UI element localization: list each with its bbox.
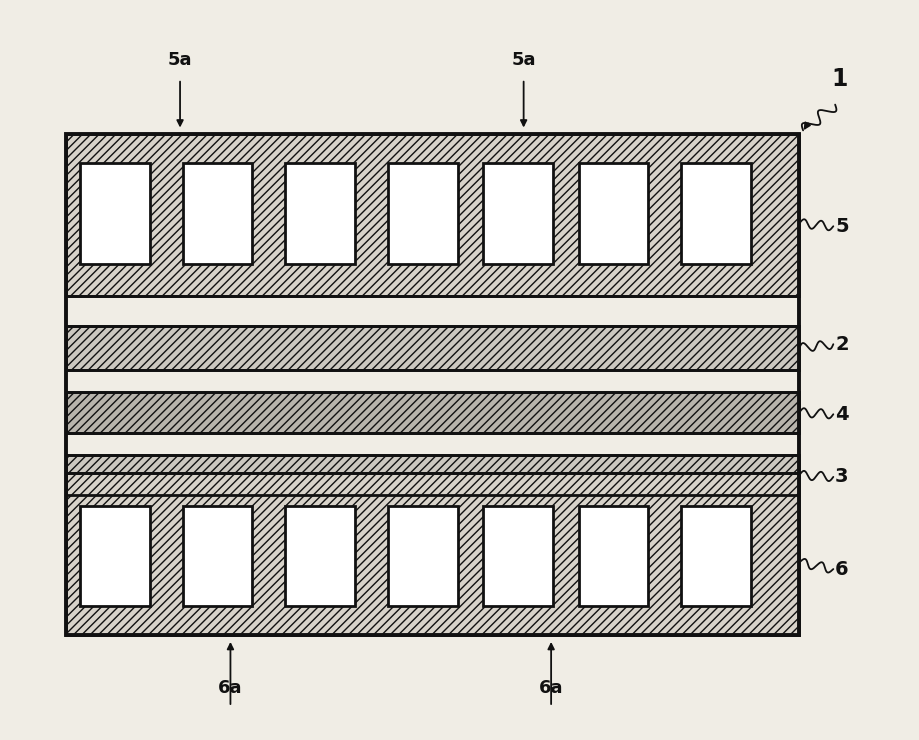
Text: 6a: 6a [218, 679, 243, 698]
Bar [286, 164, 355, 264]
Bar [483, 505, 553, 606]
Text: 2: 2 [835, 334, 849, 354]
Bar [681, 505, 751, 606]
Bar [286, 505, 355, 606]
Text: 6: 6 [835, 559, 849, 579]
Bar [80, 164, 150, 264]
Text: 5a: 5a [511, 51, 536, 70]
Bar [483, 164, 553, 264]
Text: 1: 1 [832, 67, 848, 91]
Bar [65, 473, 799, 636]
Bar [183, 164, 253, 264]
Bar [388, 164, 458, 264]
Bar [65, 455, 799, 495]
Bar [388, 505, 458, 606]
Bar [579, 164, 648, 264]
Text: 6a: 6a [539, 679, 563, 698]
Text: 5: 5 [835, 217, 849, 236]
Bar [80, 505, 150, 606]
Bar [183, 505, 253, 606]
Bar [65, 134, 799, 636]
Text: 4: 4 [835, 405, 849, 424]
Bar [65, 134, 799, 296]
Bar [65, 326, 799, 370]
Text: 3: 3 [835, 468, 848, 486]
Bar [579, 505, 648, 606]
Text: 5a: 5a [168, 51, 192, 70]
Bar [65, 392, 799, 433]
Bar [681, 164, 751, 264]
